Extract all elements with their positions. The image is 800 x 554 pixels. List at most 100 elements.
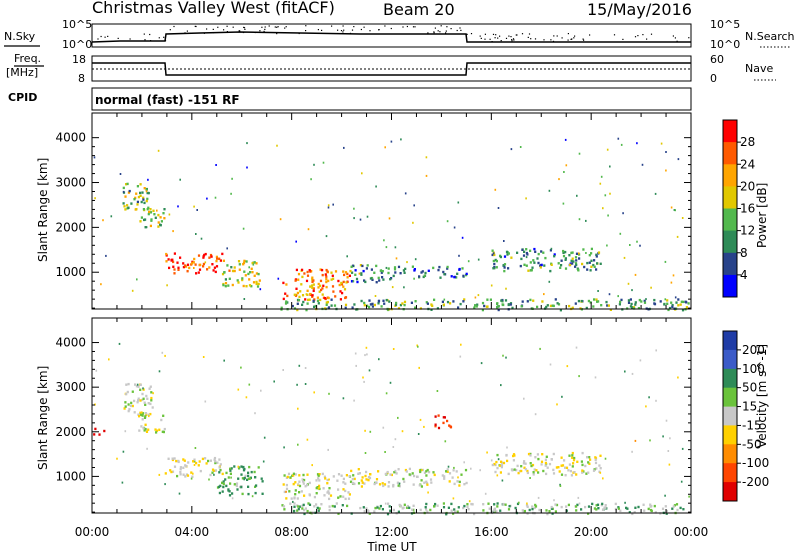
- noise-right-tick-bottom: 10^0: [710, 38, 740, 51]
- echo-cell: [536, 257, 539, 260]
- echo-cell: [495, 266, 498, 269]
- echo-cell: [597, 507, 600, 510]
- echo-cell: [649, 508, 653, 512]
- echo-cell: [526, 253, 529, 256]
- velocity-colorbar-tick: -100: [742, 456, 769, 470]
- echo-cell: [605, 300, 608, 304]
- echo-cell: [337, 488, 340, 491]
- echo-cell: [413, 204, 415, 207]
- noise-dot: [427, 32, 429, 34]
- echo-cell: [139, 220, 142, 223]
- echo-cell: [434, 425, 437, 428]
- echo-cell: [312, 283, 315, 286]
- echo-cell: [173, 457, 176, 460]
- echo-cell: [144, 218, 147, 221]
- echo-cell: [311, 464, 313, 467]
- echo-cell: [302, 482, 305, 485]
- echo-cell: [298, 364, 301, 367]
- echo-cell: [144, 403, 147, 406]
- echo-cell: [404, 267, 407, 271]
- echo-cell: [225, 471, 228, 475]
- echo-cell: [362, 376, 364, 379]
- echo-cell: [230, 266, 233, 269]
- echo-cell: [192, 460, 195, 463]
- echo-cell: [193, 205, 195, 208]
- echo-cell: [154, 216, 157, 219]
- echo-cell: [323, 475, 326, 478]
- echo-cell: [393, 471, 396, 474]
- echo-cell: [373, 303, 376, 307]
- echo-cell: [213, 458, 216, 461]
- echo-cell: [645, 298, 647, 301]
- echo-cell: [541, 300, 544, 303]
- echo-cell: [360, 272, 363, 275]
- echo-cell: [307, 298, 310, 302]
- echo-cell: [654, 192, 657, 195]
- echo-cell: [369, 473, 372, 476]
- echo-cell: [252, 281, 256, 284]
- echo-cell: [326, 491, 329, 494]
- echo-cell: [145, 199, 148, 203]
- echo-cell: [403, 286, 405, 289]
- echo-cell: [405, 506, 409, 509]
- echo-cell: [320, 288, 323, 292]
- echo-cell: [231, 492, 234, 495]
- echo-cell: [193, 458, 196, 461]
- echo-cell: [119, 173, 122, 175]
- echo-cell: [142, 388, 145, 391]
- echo-cell: [606, 304, 609, 307]
- noise-dot: [466, 33, 468, 35]
- echo-cell: [397, 484, 400, 487]
- echo-cell: [513, 468, 516, 471]
- noise-dot: [164, 40, 167, 42]
- echo-cell: [525, 248, 528, 251]
- echo-cell: [496, 302, 499, 305]
- echo-cell: [457, 476, 459, 479]
- echo-cell: [618, 303, 621, 306]
- echo-cell: [504, 503, 507, 506]
- echo-cell: [599, 262, 602, 265]
- echo-cell: [477, 294, 480, 297]
- velocity-colorbar-swatch: [723, 482, 737, 502]
- noise-left-tick-bottom: 10^0: [62, 38, 92, 51]
- echo-cell: [136, 185, 139, 188]
- echo-cell: [442, 506, 446, 509]
- echo-cell: [374, 295, 377, 297]
- echo-cell: [582, 248, 585, 251]
- echo-cell: [595, 268, 598, 271]
- echo-cell: [195, 233, 197, 235]
- echo-cell: [359, 506, 362, 510]
- echo-cell: [326, 482, 329, 485]
- echo-cell: [237, 477, 240, 480]
- echo-cell: [158, 473, 161, 476]
- noise-dot: [440, 25, 442, 27]
- echo-cell: [176, 474, 179, 478]
- echo-cell: [503, 263, 507, 266]
- echo-cell: [202, 265, 205, 268]
- noise-dot: [571, 38, 573, 40]
- power-y-label: Slant Range [km]: [36, 158, 50, 262]
- echo-cell: [587, 505, 591, 508]
- echo-cell: [142, 387, 144, 390]
- echo-cell: [574, 302, 577, 305]
- echo-cell: [468, 500, 471, 503]
- echo-cell: [668, 306, 672, 310]
- echo-cell: [343, 273, 346, 277]
- echo-cell: [321, 472, 324, 476]
- echo-cell: [294, 481, 297, 484]
- noise-dot: [433, 32, 435, 34]
- echo-cell: [353, 207, 355, 210]
- echo-cell: [649, 439, 651, 442]
- echo-cell: [172, 260, 175, 264]
- noise-dot: [582, 38, 584, 40]
- echo-cell: [395, 301, 398, 305]
- echo-cell: [378, 507, 381, 510]
- echo-cell: [565, 164, 568, 167]
- echo-cell: [325, 280, 328, 284]
- noise-dot: [570, 38, 572, 40]
- echo-cell: [573, 456, 576, 460]
- noise-dot: [378, 29, 380, 31]
- echo-cell: [493, 509, 496, 512]
- echo-cell: [433, 473, 436, 477]
- noise-dot: [495, 34, 497, 36]
